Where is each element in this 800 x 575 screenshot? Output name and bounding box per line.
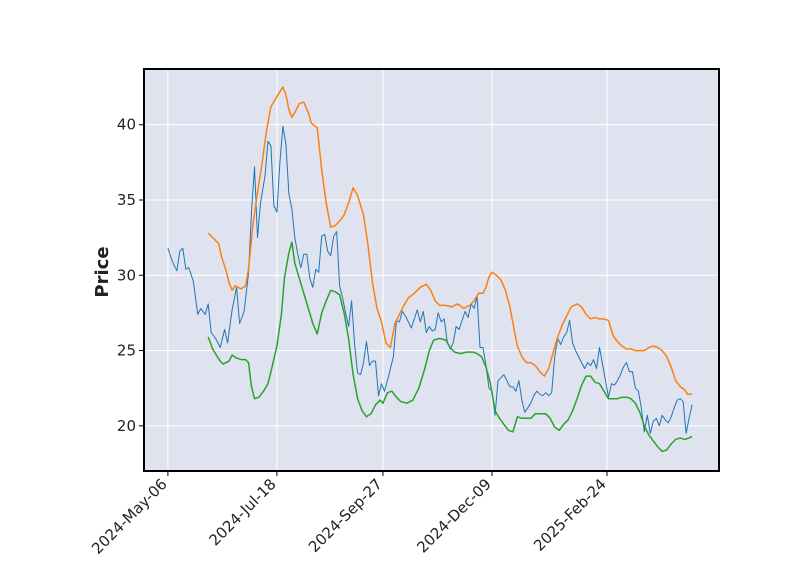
series-line-1 xyxy=(167,125,693,434)
y-tick-label: 35 xyxy=(117,191,136,209)
y-tick-label: 30 xyxy=(117,266,136,284)
x-tick-label: 2024-Jul-18 xyxy=(205,475,279,549)
gridlines xyxy=(144,69,719,471)
y-tick-label: 20 xyxy=(117,417,136,435)
x-tick-label: 2024-Dec-09 xyxy=(413,475,494,556)
series-line-2 xyxy=(207,86,693,395)
x-tick-label: 2024-Sep-27 xyxy=(305,475,386,556)
x-tick-label: 2025-Feb-24 xyxy=(530,475,610,555)
plot-area xyxy=(144,69,719,471)
series-lines xyxy=(167,86,693,453)
series-line-3 xyxy=(207,241,693,453)
y-axis-label: Price xyxy=(92,246,113,297)
plot-frame xyxy=(143,68,720,472)
y-tick-label: 40 xyxy=(117,116,136,134)
x-tick-label: 2024-May-06 xyxy=(88,475,171,558)
y-tick-label: 25 xyxy=(117,342,136,360)
